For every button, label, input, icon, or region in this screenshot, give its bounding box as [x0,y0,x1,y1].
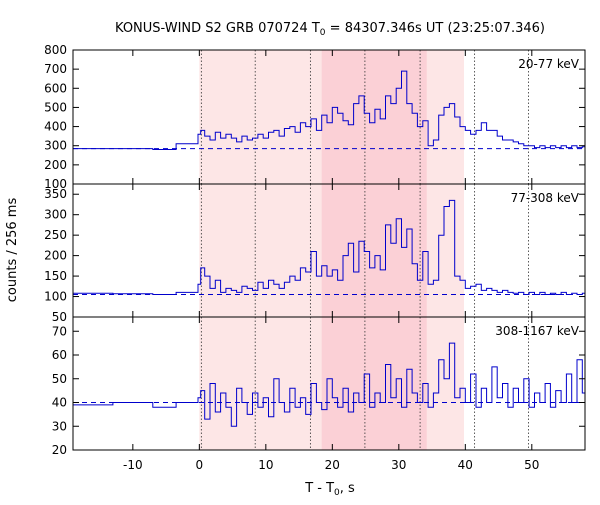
x-tick-label: 20 [325,458,340,472]
x-tick-label: 50 [524,458,539,472]
y-tick-label: 60 [52,348,67,362]
y-tick-label: 300 [44,208,67,222]
x-tick-label: 40 [458,458,473,472]
y-tick-label: 50 [52,372,67,386]
count-trace-1 [73,70,585,150]
energy-band-label: 20-77 keV [518,57,580,71]
panel-3: 20 30 40 50 60 70 308-1167 keV [52,316,586,457]
y-tick-label: 400 [44,120,67,134]
chart-title-subscript: 0 [320,28,326,38]
panel-1: 100 200 300 400 500 600 700 800 20-77 keV [44,43,586,191]
energy-band-label: 308-1167 keV [495,324,579,338]
chart-title: KONUS-WIND S2 GRB 070724 T0 = 84307.346s… [115,21,545,38]
y-tick-label: 500 [44,100,67,114]
y-tick-label: 100 [44,177,67,191]
y-tick-label: 300 [44,139,67,153]
x-tick-label: 30 [391,458,406,472]
x-axis-label: T - T0, s [304,481,355,498]
y-tick-label: 350 [44,187,67,201]
y-tick-label: 200 [44,249,67,263]
y-tick-label: 20 [52,443,67,457]
count-trace-1 [73,199,585,295]
count-trace-1 [73,342,585,427]
y-tick-label: 50 [52,310,67,324]
y-tick-label: 250 [44,228,67,242]
shaded-interval-2 [321,184,427,317]
x-axis-label-subscript: 0 [334,488,340,498]
panel-frame [72,316,586,451]
y-tick-label: 800 [44,43,67,57]
x-tick-label: 0 [196,458,204,472]
y-tick-label: 200 [44,158,67,172]
y-tick-label: 70 [52,324,67,338]
shaded-interval-2 [321,317,427,450]
chart-title-suffix: = 84307.346s UT (23:25:07.346) [326,21,545,36]
x-axis-label-prefix: T - T [304,481,334,496]
x-tick-label: 10 [258,458,273,472]
panel-2: 50 100 150 200 250 300 350 77-308 keV [44,183,586,324]
energy-band-label: 77-308 keV [511,191,580,205]
x-tick-label: -10 [123,458,143,472]
y-axis-label: counts / 256 ms [5,198,20,303]
y-tick-label: 100 [44,290,67,304]
y-tick-label: 600 [44,81,67,95]
y-tick-label: 30 [52,419,67,433]
shaded-interval-2 [321,50,427,184]
y-tick-label: 150 [44,269,67,283]
y-tick-label: 40 [52,396,67,410]
chart-title-prefix: KONUS-WIND S2 GRB 070724 T [115,21,320,36]
x-axis-label-suffix: , s [340,481,355,496]
y-tick-label: 700 [44,62,67,76]
